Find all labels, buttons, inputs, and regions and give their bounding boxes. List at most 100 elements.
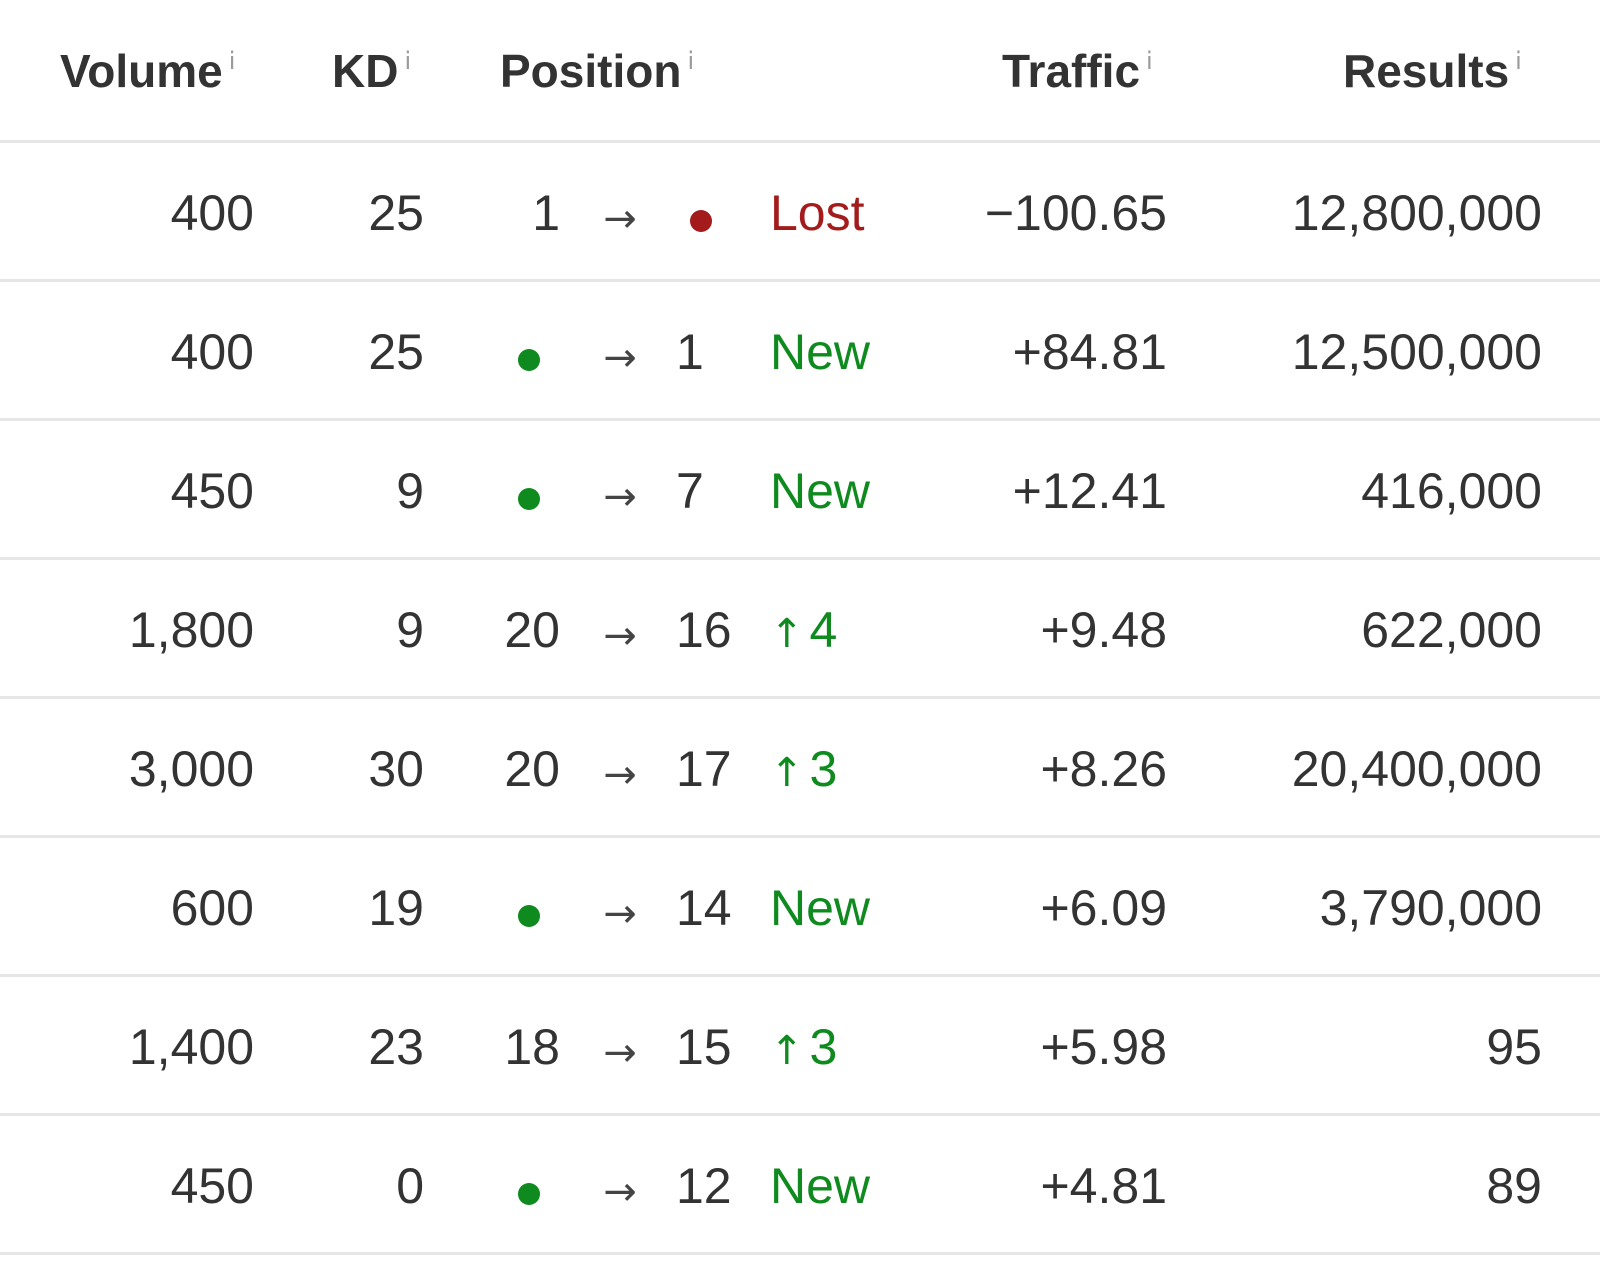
- kd-cell: 23: [368, 1019, 424, 1075]
- traffic-cell: +4.81: [1040, 1158, 1167, 1214]
- arrow-right-icon: →: [603, 196, 637, 242]
- not-ranked-dot-icon: [518, 349, 540, 371]
- results-cell: 12,800,000: [1291, 185, 1542, 241]
- header-label: KD: [332, 45, 399, 97]
- header-label: Position: [500, 45, 682, 97]
- traffic-cell: +9.48: [1040, 602, 1167, 658]
- volume-cell: 1,800: [128, 602, 254, 658]
- arrow-right-icon: →: [603, 1030, 637, 1076]
- kd-cell: 9: [396, 463, 424, 519]
- position-from-cell: 18: [504, 1019, 560, 1075]
- volume-cell: 400: [170, 185, 254, 241]
- arrow-up-icon: ↑: [770, 611, 804, 657]
- table-row: 400 25 1 → Lost −100.65 12,800,000: [0, 143, 1600, 282]
- table-row: 450 0 → 12 New +4.81 89: [0, 1116, 1600, 1255]
- position-change-text: 3: [809, 1019, 838, 1075]
- arrow-right-icon: →: [603, 474, 637, 520]
- arrow-right-icon: →: [603, 1169, 637, 1215]
- position-change-text: 4: [809, 602, 838, 658]
- position-from-cell: 20: [504, 741, 560, 797]
- results-cell: 416,000: [1361, 463, 1542, 519]
- table-row: 400 25 → 1 New +84.81 12,500,000: [0, 282, 1600, 421]
- traffic-cell: +6.09: [1040, 880, 1167, 936]
- kd-cell: 0: [396, 1158, 424, 1214]
- results-cell: 95: [1486, 1019, 1542, 1075]
- table-header: Volume i KD i Position i Traffic i Results i: [0, 0, 1600, 143]
- volume-cell: 1,400: [128, 1019, 254, 1075]
- position-change-text: New: [770, 1158, 871, 1214]
- not-ranked-dot-icon: [518, 1183, 540, 1205]
- results-cell: 12,500,000: [1291, 324, 1542, 380]
- lost-dot-icon: [690, 210, 712, 232]
- position-to-cell: 16: [676, 602, 732, 658]
- column-header-kd[interactable]: KD i: [332, 45, 411, 105]
- kd-cell: 19: [368, 880, 424, 936]
- column-header-position[interactable]: Position i: [500, 45, 694, 105]
- volume-cell: 3,000: [128, 741, 254, 797]
- table-body: 400 25 1 → Lost −100.65 12,800,000 400 25 → 1 New +8…: [0, 143, 1600, 1255]
- position-to-cell: 1: [676, 324, 704, 380]
- not-ranked-dot-icon: [518, 488, 540, 510]
- table-row: 1,800 9 20 → 16 ↑ 4 +9.48 622,000: [0, 560, 1600, 699]
- results-cell: 20,400,000: [1291, 741, 1542, 797]
- traffic-cell: +84.81: [1012, 324, 1167, 380]
- kd-cell: 30: [368, 741, 424, 797]
- info-icon[interactable]: i: [1146, 47, 1153, 75]
- position-change-badge: ↑ 3: [770, 741, 910, 801]
- results-cell: 89: [1486, 1158, 1542, 1214]
- arrow-up-icon: ↑: [770, 1028, 804, 1074]
- info-icon[interactable]: i: [687, 47, 695, 75]
- column-header-volume[interactable]: Volume i: [60, 45, 235, 105]
- table-row: 1,400 23 18 → 15 ↑ 3 +5.98 95: [0, 977, 1600, 1116]
- header-label: Volume: [60, 45, 223, 97]
- position-change-text: New: [770, 880, 871, 936]
- arrow-right-icon: →: [603, 752, 637, 798]
- position-change-badge: Lost: [770, 185, 910, 241]
- arrow-right-icon: →: [603, 891, 637, 937]
- position-change-badge: New: [770, 880, 910, 936]
- column-header-traffic[interactable]: Traffic i: [1002, 45, 1153, 105]
- position-from-cell: 20: [504, 602, 560, 658]
- position-change-badge: New: [770, 1158, 910, 1214]
- info-icon[interactable]: i: [228, 47, 236, 75]
- arrow-up-icon: ↑: [770, 750, 804, 796]
- volume-cell: 450: [170, 463, 254, 519]
- position-change-badge: ↑ 3: [770, 1019, 910, 1079]
- position-to-cell: 14: [676, 880, 732, 936]
- kd-cell: 25: [368, 324, 424, 380]
- volume-cell: 400: [170, 324, 254, 380]
- position-to-cell: 12: [676, 1158, 732, 1214]
- info-icon[interactable]: i: [404, 47, 412, 75]
- arrow-right-icon: →: [603, 335, 637, 381]
- traffic-cell: +8.26: [1040, 741, 1167, 797]
- position-change-text: 3: [809, 741, 838, 797]
- position-to-cell: 15: [676, 1019, 732, 1075]
- position-change-text: Lost: [770, 185, 865, 241]
- position-change-badge: ↑ 4: [770, 602, 910, 662]
- volume-cell: 450: [170, 1158, 254, 1214]
- position-change-badge: New: [770, 324, 910, 380]
- position-to-cell: 7: [676, 463, 704, 519]
- kd-cell: 25: [368, 185, 424, 241]
- header-label: Traffic: [1002, 45, 1141, 97]
- table-row: 3,000 30 20 → 17 ↑ 3 +8.26 20,400,000: [0, 699, 1600, 838]
- position-change-badge: New: [770, 463, 910, 519]
- results-cell: 3,790,000: [1319, 880, 1542, 936]
- position-change-text: New: [770, 324, 871, 380]
- position-change-text: New: [770, 463, 871, 519]
- header-label: Results: [1343, 45, 1510, 97]
- traffic-cell: +5.98: [1040, 1019, 1167, 1075]
- volume-cell: 600: [170, 880, 254, 936]
- column-header-results[interactable]: Results i: [1343, 45, 1522, 105]
- position-to-cell: 17: [676, 741, 732, 797]
- traffic-cell: +12.41: [1012, 463, 1167, 519]
- kd-cell: 9: [396, 602, 424, 658]
- traffic-cell: −100.65: [984, 185, 1167, 241]
- arrow-right-icon: →: [603, 613, 637, 659]
- table-row: 600 19 → 14 New +6.09 3,790,000: [0, 838, 1600, 977]
- info-icon[interactable]: i: [1515, 47, 1522, 75]
- position-from-cell: 1: [532, 185, 560, 241]
- table-row: 450 9 → 7 New +12.41 416,000: [0, 421, 1600, 560]
- results-cell: 622,000: [1361, 602, 1542, 658]
